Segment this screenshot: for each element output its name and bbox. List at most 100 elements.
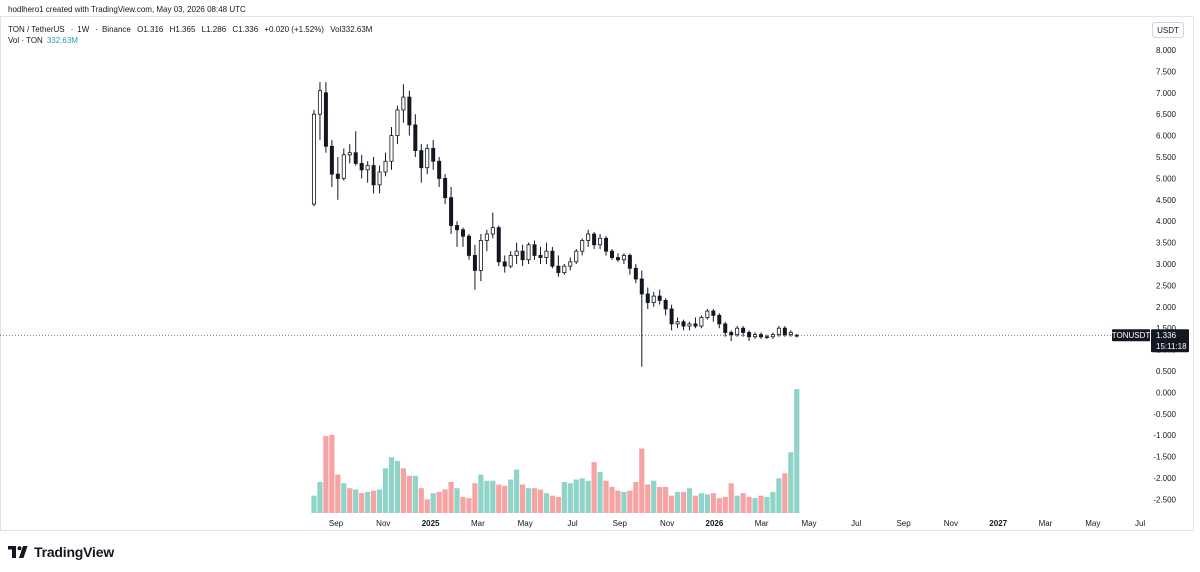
candle-body [651, 295, 656, 303]
candle-body [776, 327, 781, 336]
x-axis-label: Sep [613, 519, 628, 528]
candle-body [615, 257, 620, 261]
candle-body [508, 255, 513, 267]
volume-bar [359, 493, 365, 513]
y-axis-label: 1.500 [1156, 324, 1177, 333]
volume-bar [549, 495, 555, 513]
volume-bar [746, 496, 752, 513]
candle-body [514, 250, 519, 256]
change-value: +0.020 (+1.52%) [264, 25, 324, 34]
y-axis-label: 0.000 [1156, 388, 1177, 397]
candle-body [663, 299, 668, 310]
y-axis-label: 2.500 [1156, 281, 1177, 290]
volume-bar [502, 485, 508, 513]
candle-body [389, 135, 394, 162]
y-axis-label: 2.000 [1156, 303, 1177, 312]
volume-legend: Vol · TON 332.63M [8, 36, 78, 45]
volume-bar [651, 480, 657, 513]
volume-bar [478, 474, 484, 513]
volume-bar [716, 498, 722, 513]
candle-body [353, 152, 358, 164]
open-value: O1.316 [137, 25, 164, 34]
volume-bar [573, 479, 579, 513]
volume-bar [537, 489, 544, 513]
volume-bar [567, 483, 573, 513]
volume-bar [621, 491, 627, 513]
volume-bar [627, 490, 633, 513]
candle-body [437, 160, 442, 179]
volume-bar [740, 493, 746, 513]
volume-bar [692, 495, 699, 513]
volume-bar [585, 480, 591, 513]
volume-bar [454, 488, 460, 513]
candle-body [770, 334, 775, 338]
candle-body [794, 334, 799, 337]
candle-body [359, 163, 364, 171]
volume-bar [591, 462, 597, 513]
volume-bar [639, 448, 645, 513]
volume-bar [335, 474, 341, 513]
volume-bar [442, 489, 448, 513]
volume-bar [579, 478, 585, 513]
volume-bar [353, 489, 359, 513]
volume-bar [555, 496, 561, 513]
volume-bar [788, 452, 794, 513]
candle-body [568, 261, 573, 267]
candle-body [759, 334, 764, 338]
volume-bar [371, 490, 377, 513]
volume-bar [698, 493, 704, 513]
candle-body [741, 327, 746, 333]
candle-body [484, 233, 489, 241]
volume-bar [531, 488, 538, 513]
x-axis-label: Nov [660, 519, 674, 528]
tradingview-logo[interactable]: TradingView [8, 544, 114, 560]
interval-label: 1W [77, 25, 90, 34]
candle-body [753, 334, 758, 338]
y-axis-label: -2.000 [1153, 474, 1176, 483]
candle-body [544, 250, 549, 258]
y-axis-label: -1.500 [1153, 453, 1176, 462]
volume-bar [543, 493, 550, 513]
candle-body [788, 332, 793, 336]
volume-bar [752, 498, 758, 513]
volume-bar [680, 491, 687, 513]
candle-body [425, 148, 430, 169]
x-axis-label: May [1085, 519, 1100, 528]
volume-value: Vol332.63M [330, 25, 373, 34]
price-tag-symbol-box [1112, 329, 1150, 342]
x-axis-label: 2026 [706, 519, 724, 528]
volume-bar [508, 479, 514, 513]
volume-bar [406, 475, 412, 513]
symbol-name[interactable]: TON / TetherUS [8, 25, 65, 34]
volume-bar [329, 434, 335, 513]
candle-body [449, 197, 454, 226]
candle-body [502, 261, 507, 267]
candle-body [717, 314, 722, 325]
candle-body [711, 310, 716, 316]
volume-bar [633, 482, 639, 513]
x-axis-label: May [518, 519, 533, 528]
candle-body [621, 255, 626, 261]
x-axis-label: 2025 [422, 519, 440, 528]
currency-button[interactable]: USDT [1152, 22, 1184, 38]
x-axis-label: 2027 [989, 519, 1007, 528]
volume-bar [794, 389, 800, 513]
y-axis-label: 7.500 [1156, 67, 1177, 76]
volume-bar [365, 491, 371, 513]
candle-body [675, 321, 680, 325]
volume-bar [669, 495, 675, 513]
price-tag-countdown: 15:11:18 [1156, 342, 1187, 351]
candle-body [699, 317, 704, 327]
candle-body [633, 267, 638, 280]
candle-body [538, 255, 543, 258]
candle-body [556, 265, 561, 273]
volume-bar [460, 496, 466, 513]
candle-body [383, 160, 388, 173]
candle-body [705, 310, 710, 318]
candle-body [782, 327, 787, 336]
price-chart[interactable]: Sep Nov 2025 Mar May Jul Sep Nov 2026 Mar May Jul Se… [0, 16, 1194, 531]
volume-legend-title[interactable]: Vol · TON [8, 36, 43, 45]
y-axis-label: 5.500 [1156, 153, 1177, 162]
x-axis-label: Nov [376, 519, 390, 528]
candle-body [377, 171, 382, 186]
